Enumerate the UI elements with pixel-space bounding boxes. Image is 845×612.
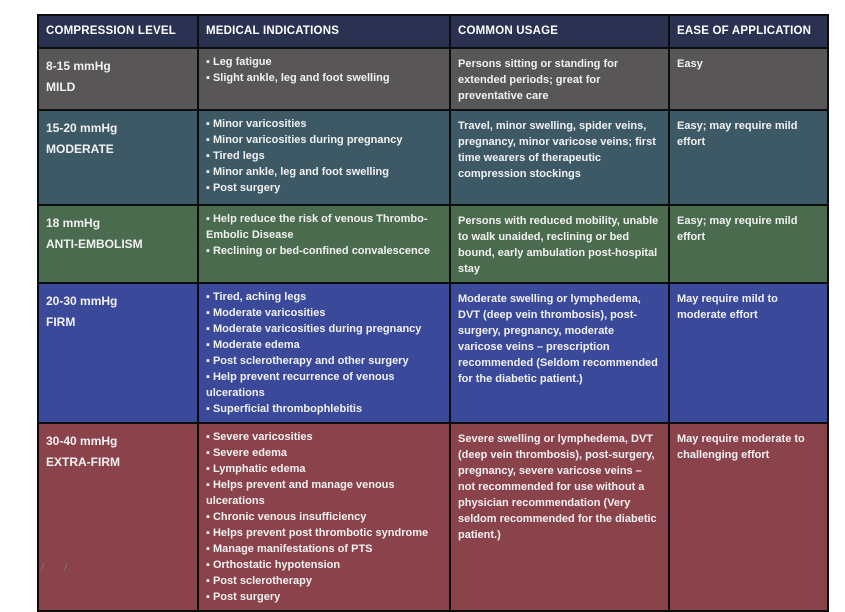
ease-cell: Easy <box>668 47 829 111</box>
column-header-medical-indications: MEDICAL INDICATIONS <box>197 14 451 49</box>
ease-text: Easy; may require mild effort <box>677 215 798 243</box>
indication-item: Post surgery <box>206 180 441 196</box>
ease-cell: May require mild to moderate effort <box>668 282 829 424</box>
indications-list: Tired, aching legsModerate varicositiesM… <box>206 289 441 417</box>
indication-item: Lymphatic edema <box>206 461 441 477</box>
compression-row: 8-15 mmHg MILD Leg fatigueSlight ankle, … <box>37 47 829 111</box>
indication-item: Moderate edema <box>206 337 441 353</box>
header-row: COMPRESSION LEVEL MEDICAL INDICATIONS CO… <box>37 14 829 49</box>
column-header-ease-of-application: EASE OF APPLICATION <box>668 14 829 49</box>
indication-item: Severe edema <box>206 445 441 461</box>
indication-item: Help prevent recurrence of venous ulcera… <box>206 369 441 401</box>
compression-row: 18 mmHg ANTI-EMBOLISM Help reduce the ri… <box>37 204 829 284</box>
indications-cell: Leg fatigueSlight ankle, leg and foot sw… <box>197 47 451 111</box>
compression-level-table: COMPRESSION LEVEL MEDICAL INDICATIONS CO… <box>37 14 829 612</box>
indication-item: Minor varicosities during pregnancy <box>206 132 441 148</box>
indication-item: Minor ankle, leg and foot swelling <box>206 164 441 180</box>
ease-cell: May require moderate to challenging effo… <box>668 422 829 612</box>
indication-item: Chronic venous insufficiency <box>206 509 441 525</box>
level-name: MODERATE <box>46 142 114 156</box>
level-cell: 30-40 mmHg EXTRA-FIRM <box>37 422 199 612</box>
usage-text: Moderate swelling or lymphedema, DVT (de… <box>458 293 658 385</box>
ease-cell: Easy; may require mild effort <box>668 204 829 284</box>
indications-list: Minor varicositiesMinor varicosities dur… <box>206 116 441 196</box>
indication-item: Post sclerotherapy <box>206 573 441 589</box>
usage-text: Persons sitting or standing for extended… <box>458 58 619 102</box>
indication-item: Reclining or bed-confined convalescence <box>206 243 441 259</box>
level-cell: 18 mmHg ANTI-EMBOLISM <box>37 204 199 284</box>
usage-text: Travel, minor swelling, spider veins, pr… <box>458 120 656 180</box>
usage-cell: Severe swelling or lymphedema, DVT (deep… <box>449 422 670 612</box>
column-header-common-usage: COMMON USAGE <box>449 14 670 49</box>
indications-cell: Tired, aching legsModerate varicositiesM… <box>197 282 451 424</box>
column-header-compression-level: COMPRESSION LEVEL <box>37 14 199 49</box>
level-name: MILD <box>46 80 76 94</box>
ease-text: May require mild to moderate effort <box>677 293 778 321</box>
table-body: 8-15 mmHg MILD Leg fatigueSlight ankle, … <box>37 47 829 612</box>
level-value: 18 mmHg <box>46 216 101 230</box>
usage-cell: Persons sitting or standing for extended… <box>449 47 670 111</box>
indication-item: Tired legs <box>206 148 441 164</box>
indication-item: Tired, aching legs <box>206 289 441 305</box>
compression-row: 15-20 mmHg MODERATE Minor varicositiesMi… <box>37 109 829 206</box>
indications-list: Leg fatigueSlight ankle, leg and foot sw… <box>206 54 441 86</box>
usage-cell: Travel, minor swelling, spider veins, pr… <box>449 109 670 206</box>
level-value: 8-15 mmHg <box>46 59 111 73</box>
level-name: FIRM <box>46 315 76 329</box>
indication-item: Moderate varicosities during pregnancy <box>206 321 441 337</box>
footer-mark-left: / <box>41 563 44 574</box>
indications-cell: Help reduce the risk of venous Thrombo-E… <box>197 204 451 284</box>
level-value: 30-40 mmHg <box>46 434 118 448</box>
indication-item: Manage manifestations of PTS <box>206 541 441 557</box>
level-cell: 8-15 mmHg MILD <box>37 47 199 111</box>
usage-cell: Persons with reduced mobility, unable to… <box>449 204 670 284</box>
indication-item: Slight ankle, leg and foot swelling <box>206 70 441 86</box>
indication-item: Helps prevent and manage venous ulcerati… <box>206 477 441 509</box>
level-value: 20-30 mmHg <box>46 294 118 308</box>
level-name: ANTI-EMBOLISM <box>46 237 143 251</box>
footer-mark-right: / <box>64 563 67 574</box>
ease-text: May require moderate to challenging effo… <box>677 433 805 461</box>
indication-item: Helps prevent post thrombotic syndrome <box>206 525 441 541</box>
indication-item: Leg fatigue <box>206 54 441 70</box>
usage-cell: Moderate swelling or lymphedema, DVT (de… <box>449 282 670 424</box>
indication-item: Orthostatic hypotension <box>206 557 441 573</box>
ease-text: Easy; may require mild effort <box>677 120 798 148</box>
ease-text: Easy <box>677 58 703 70</box>
ease-cell: Easy; may require mild effort <box>668 109 829 206</box>
indication-item: Moderate varicosities <box>206 305 441 321</box>
usage-text: Severe swelling or lymphedema, DVT (deep… <box>458 433 657 541</box>
indication-item: Post sclerotherapy and other surgery <box>206 353 441 369</box>
compression-row: 30-40 mmHg EXTRA-FIRM Severe varicositie… <box>37 422 829 612</box>
indications-cell: Minor varicositiesMinor varicosities dur… <box>197 109 451 206</box>
compression-row: 20-30 mmHg FIRM Tired, aching legsModera… <box>37 282 829 424</box>
indication-item: Post surgery <box>206 589 441 605</box>
level-name: EXTRA-FIRM <box>46 455 120 469</box>
indications-list: Help reduce the risk of venous Thrombo-E… <box>206 211 441 259</box>
indications-cell: Severe varicositiesSevere edemaLymphatic… <box>197 422 451 612</box>
indication-item: Superficial thrombophlebitis <box>206 401 441 417</box>
level-cell: 20-30 mmHg FIRM <box>37 282 199 424</box>
indication-item: Severe varicosities <box>206 429 441 445</box>
indication-item: Help reduce the risk of venous Thrombo-E… <box>206 211 441 243</box>
indication-item: Minor varicosities <box>206 116 441 132</box>
level-cell: 15-20 mmHg MODERATE <box>37 109 199 206</box>
level-value: 15-20 mmHg <box>46 121 118 135</box>
usage-text: Persons with reduced mobility, unable to… <box>458 215 659 275</box>
